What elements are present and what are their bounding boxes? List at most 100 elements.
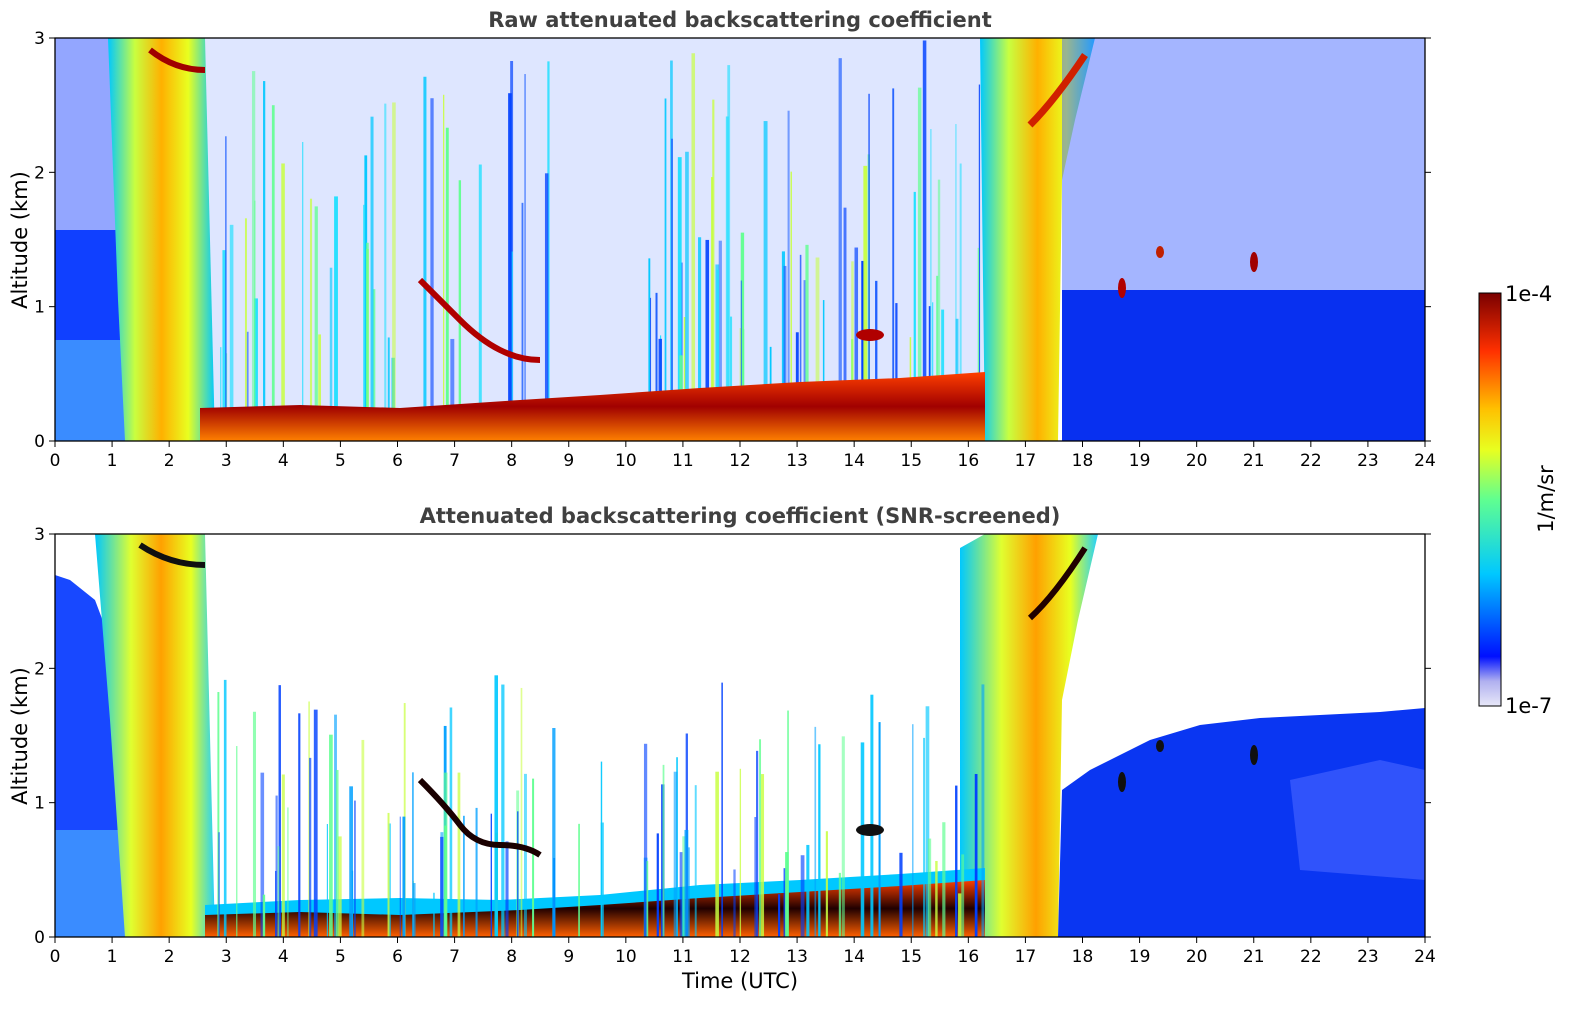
- streak: [445, 127, 449, 441]
- streak: [662, 764, 665, 937]
- streak: [508, 93, 512, 441]
- streak: [318, 334, 321, 441]
- streak: [532, 778, 535, 937]
- panel2-lowlayer-left: [55, 830, 125, 937]
- streak: [822, 300, 825, 441]
- streak: [927, 838, 932, 937]
- panel1-cloud-2: [1156, 246, 1164, 258]
- x-tick-label: 15: [900, 451, 922, 471]
- streak: [349, 786, 353, 937]
- panel2-cloud-3: [1250, 745, 1258, 765]
- panel1-blue-right: [1062, 290, 1425, 441]
- streak: [800, 855, 805, 937]
- streak: [600, 761, 603, 937]
- panel1-cloud-1: [1118, 278, 1126, 298]
- streak: [363, 204, 366, 441]
- panel2-plume-right: [960, 534, 1098, 937]
- x-tick-label: 20: [1186, 947, 1208, 967]
- streak: [275, 795, 278, 937]
- streak: [892, 88, 895, 441]
- streak: [711, 177, 714, 441]
- streak: [677, 157, 682, 441]
- streak: [271, 105, 275, 441]
- streak: [501, 684, 505, 937]
- streak: [712, 99, 715, 441]
- streak: [544, 173, 549, 441]
- streak: [402, 816, 406, 937]
- streak: [860, 742, 865, 937]
- x-tick-label: 8: [506, 451, 517, 471]
- streak: [648, 258, 651, 441]
- streak: [309, 198, 313, 441]
- streak: [392, 102, 396, 441]
- y-tick-label: 2: [34, 659, 45, 679]
- streak: [715, 771, 719, 937]
- streak: [937, 179, 941, 441]
- streak: [725, 116, 729, 441]
- streak: [912, 724, 914, 937]
- streak: [977, 247, 979, 441]
- streak: [246, 331, 249, 441]
- streak: [679, 852, 683, 937]
- colorbar-gradient: [1478, 292, 1502, 707]
- x-tick-label: 2: [164, 451, 175, 471]
- x-tick-label: 24: [1414, 947, 1436, 967]
- y-tick-label: 1: [34, 298, 45, 318]
- streak: [740, 280, 742, 441]
- panel1-plume-top-right: [1027, 53, 1088, 128]
- x-tick-label: 2: [164, 947, 175, 967]
- x-tick-label: 23: [1357, 451, 1379, 471]
- streak: [740, 232, 745, 441]
- streak: [475, 807, 478, 937]
- x-tick-label: 21: [1243, 947, 1265, 967]
- streak: [870, 694, 874, 937]
- streak: [384, 103, 387, 441]
- y-tick-label: 1: [34, 794, 45, 814]
- x-tick-label: 10: [615, 451, 637, 471]
- streak: [252, 711, 257, 937]
- streak: [517, 811, 519, 937]
- streak: [698, 237, 702, 441]
- panel2-ylabel: Altitude (km): [8, 667, 32, 805]
- panel2-heatmap: [55, 534, 1425, 937]
- y-tick-label: 2: [34, 163, 45, 183]
- streak: [578, 823, 580, 937]
- y-tick-label: 3: [34, 29, 45, 49]
- streak: [354, 800, 356, 937]
- streak: [646, 861, 649, 937]
- panel1-plume-left: [108, 38, 215, 441]
- streak: [961, 854, 965, 937]
- streak: [815, 257, 820, 441]
- x-tick-label: 16: [958, 947, 980, 967]
- x-tick-label: 1: [107, 947, 118, 967]
- streak: [254, 298, 258, 441]
- streak: [682, 836, 686, 937]
- streak: [803, 280, 806, 441]
- panel2-axes: 0 1 2 3 4 5 6 7 8 9 10 11 12 13 14 15 16 17 18 19 20 21 22 23 24…: [34, 525, 1436, 967]
- streak: [942, 822, 946, 937]
- panel2-filament: [417, 777, 542, 858]
- streak: [778, 894, 781, 937]
- panel1-boundary-layer: [200, 372, 985, 441]
- streak: [958, 893, 962, 937]
- streak: [313, 709, 318, 937]
- streak: [251, 71, 256, 441]
- streak: [974, 773, 978, 937]
- x-tick-label: 1: [107, 451, 118, 471]
- panel1-heatmap: [55, 38, 1425, 441]
- streak: [302, 141, 304, 441]
- streak: [868, 93, 870, 441]
- x-tick-label: 7: [449, 451, 460, 471]
- streak: [781, 251, 785, 441]
- x-tick-label: 8: [506, 947, 517, 967]
- streak: [361, 739, 365, 937]
- streak: [643, 743, 648, 937]
- panel2-cloud-2: [1156, 740, 1164, 752]
- x-tick-label: 5: [335, 947, 346, 967]
- streak: [388, 823, 391, 937]
- streak: [412, 772, 414, 937]
- streak: [442, 94, 445, 441]
- panel1-title: Raw attenuated backscattering coefficien…: [488, 8, 992, 32]
- streak: [917, 87, 922, 441]
